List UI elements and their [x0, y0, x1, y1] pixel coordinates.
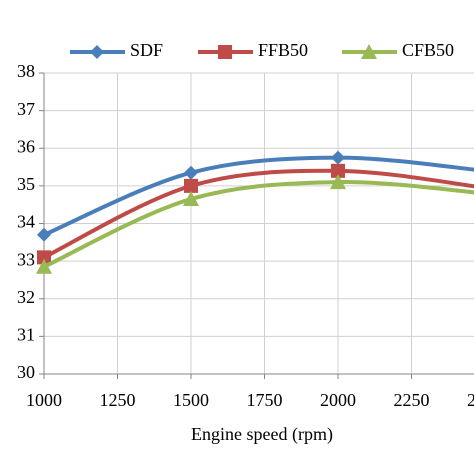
legend-label: SDF — [130, 40, 163, 60]
x-tick-label: 2500 — [467, 390, 474, 410]
marker — [37, 227, 51, 242]
series-line — [43, 168, 474, 260]
marker — [37, 250, 51, 265]
marker — [331, 163, 345, 178]
y-tick-label: 37 — [17, 99, 35, 119]
y-tick-label: 31 — [17, 325, 35, 345]
x-tick-label: 1500 — [173, 390, 209, 410]
marker — [184, 165, 198, 180]
y-tick-label: 36 — [17, 136, 35, 156]
x-tick-label: 2000 — [320, 390, 356, 410]
y-tick-label: 34 — [17, 212, 35, 232]
y-tick-label: 32 — [17, 287, 35, 307]
marker — [184, 178, 198, 193]
x-tick-label: 1250 — [100, 390, 136, 410]
x-tick-label: 2250 — [394, 390, 430, 410]
y-tick-label: 35 — [17, 174, 35, 194]
legend-marker — [90, 45, 104, 59]
y-tick-label: 33 — [17, 249, 35, 269]
series-line — [43, 155, 474, 237]
marker — [330, 174, 346, 190]
x-axis-title: Engine speed (rpm) — [191, 424, 333, 445]
legend-label: CFB50 — [402, 40, 454, 60]
legend-marker — [218, 45, 232, 59]
series-line — [43, 180, 474, 269]
y-tick-label: 38 — [17, 61, 35, 81]
marker — [36, 258, 52, 274]
y-tick-label: 30 — [17, 362, 35, 382]
x-tick-label: 1750 — [247, 390, 283, 410]
legend-marker — [361, 44, 377, 59]
marker — [183, 191, 199, 207]
legend-label: FFB50 — [258, 40, 308, 60]
marker — [331, 150, 345, 165]
x-tick-label: 1000 — [26, 390, 62, 410]
